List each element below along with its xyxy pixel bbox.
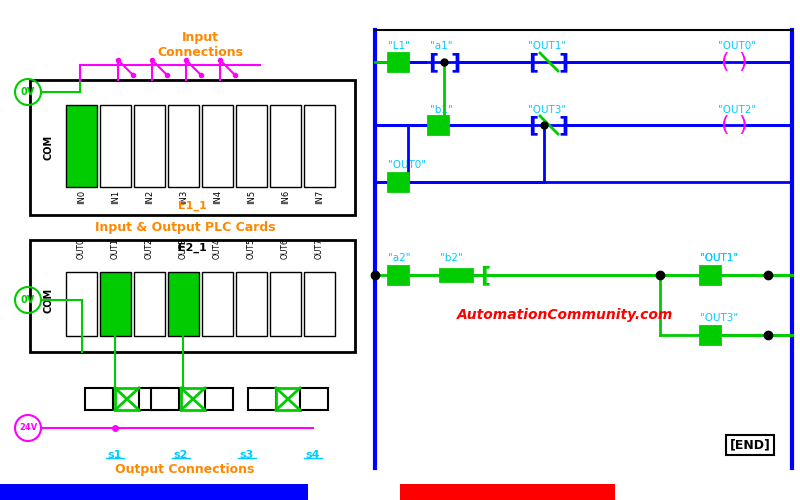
Text: (: ( <box>720 115 729 135</box>
Text: "OUT0": "OUT0" <box>388 160 426 170</box>
Bar <box>100 105 131 187</box>
Text: IN2: IN2 <box>145 190 154 204</box>
Text: "a2": "a2" <box>388 253 410 263</box>
Text: "OUT1": "OUT1" <box>700 253 738 263</box>
Text: "OUT3": "OUT3" <box>700 313 738 323</box>
Bar <box>300 388 328 410</box>
Bar <box>134 272 165 336</box>
Bar <box>276 388 300 410</box>
Text: OUT5: OUT5 <box>247 238 256 260</box>
Text: s3: s3 <box>240 450 254 460</box>
Bar <box>202 105 233 187</box>
Text: "OUT1": "OUT1" <box>700 253 738 263</box>
Text: IN5: IN5 <box>247 190 256 204</box>
Text: IN3: IN3 <box>179 190 188 204</box>
Text: (: ( <box>720 52 729 72</box>
Bar <box>388 173 408 191</box>
Text: s2: s2 <box>174 450 188 460</box>
Bar <box>115 388 139 410</box>
Text: IN7: IN7 <box>315 190 324 204</box>
Text: "a1": "a1" <box>430 41 453 51</box>
Text: [: [ <box>428 52 438 72</box>
Bar <box>236 105 267 187</box>
Text: IN1: IN1 <box>111 190 120 204</box>
Text: ]: ] <box>450 52 460 72</box>
Bar <box>700 266 720 284</box>
Bar <box>168 105 199 187</box>
Text: [END]: [END] <box>730 438 770 452</box>
Text: "b2": "b2" <box>440 253 462 263</box>
Text: "b1": "b1" <box>430 105 453 115</box>
Text: OUT3: OUT3 <box>179 238 188 260</box>
Bar <box>440 269 472 281</box>
Text: "L1": "L1" <box>388 41 410 51</box>
Text: 0V: 0V <box>21 87 35 97</box>
Bar <box>0 484 308 500</box>
Text: [: [ <box>528 115 538 135</box>
Text: ): ) <box>738 52 746 72</box>
Text: 24V: 24V <box>19 424 37 432</box>
Text: IN0: IN0 <box>77 190 86 204</box>
Bar <box>304 105 335 187</box>
Text: ]: ] <box>558 52 568 72</box>
Bar <box>248 388 276 410</box>
Bar <box>205 388 233 410</box>
Text: OUT6: OUT6 <box>281 238 290 260</box>
Bar <box>85 388 113 410</box>
Bar <box>100 272 131 336</box>
Bar <box>270 272 301 336</box>
Text: IN4: IN4 <box>213 190 222 204</box>
Bar <box>30 240 355 352</box>
Text: COM: COM <box>43 288 53 312</box>
Text: [: [ <box>528 52 538 72</box>
Text: COM: COM <box>43 134 53 160</box>
Text: "OUT2": "OUT2" <box>718 105 756 115</box>
Text: s1: s1 <box>108 450 122 460</box>
Bar <box>270 105 301 187</box>
Text: OUT7: OUT7 <box>315 238 324 260</box>
Text: OUT1: OUT1 <box>111 238 120 260</box>
Text: "OUT0": "OUT0" <box>718 41 756 51</box>
Bar <box>181 388 205 410</box>
Bar <box>400 484 615 500</box>
Text: s4: s4 <box>306 450 320 460</box>
Bar <box>202 272 233 336</box>
Text: E1_1: E1_1 <box>178 201 207 211</box>
Text: [: [ <box>480 265 490 285</box>
Bar <box>151 388 179 410</box>
Bar <box>304 272 335 336</box>
Text: OUT0: OUT0 <box>77 238 86 260</box>
Bar <box>168 272 199 336</box>
Bar <box>428 116 448 134</box>
Text: ]: ] <box>558 115 568 135</box>
Bar <box>388 266 408 284</box>
Text: Input & Output PLC Cards: Input & Output PLC Cards <box>94 222 275 234</box>
Bar <box>700 326 720 344</box>
Text: "OUT3": "OUT3" <box>528 105 566 115</box>
Text: OUT2: OUT2 <box>145 238 154 260</box>
Text: OUT4: OUT4 <box>213 238 222 260</box>
Text: AutomationCommunity.com: AutomationCommunity.com <box>457 308 673 322</box>
Text: E2_1: E2_1 <box>178 243 207 253</box>
Text: IN6: IN6 <box>281 190 290 204</box>
Text: "OUT1": "OUT1" <box>528 41 566 51</box>
Bar <box>30 80 355 215</box>
Bar <box>66 105 97 187</box>
Bar <box>388 53 408 71</box>
Bar <box>134 105 165 187</box>
Bar <box>139 388 167 410</box>
Text: 0V: 0V <box>21 295 35 305</box>
Text: Input
Connections: Input Connections <box>157 31 243 59</box>
Bar <box>236 272 267 336</box>
Bar <box>66 272 97 336</box>
Text: Output Connections: Output Connections <box>115 464 254 476</box>
Text: ): ) <box>738 115 746 135</box>
